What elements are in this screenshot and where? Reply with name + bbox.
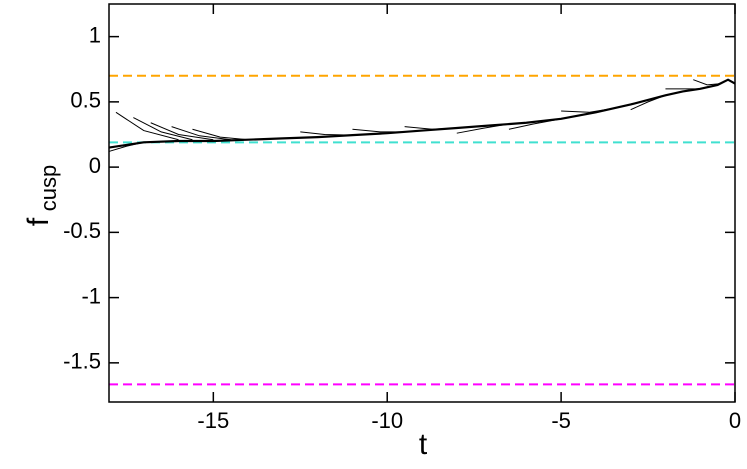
line bbox=[404, 126, 457, 130]
line bbox=[150, 122, 214, 141]
x-tick-label: 0 bbox=[729, 408, 741, 433]
line bbox=[456, 123, 510, 134]
line bbox=[108, 141, 144, 152]
line bbox=[171, 126, 231, 141]
line bbox=[192, 128, 249, 141]
line bbox=[508, 118, 562, 130]
line bbox=[561, 107, 614, 113]
x-tick-label: -15 bbox=[197, 408, 229, 433]
y-tick-label: -1.5 bbox=[63, 349, 101, 374]
y-tick-label: 1 bbox=[89, 22, 101, 47]
y-tick-label: 0 bbox=[89, 153, 101, 178]
line bbox=[115, 111, 179, 141]
line bbox=[133, 117, 193, 141]
y-tick-label: -0.5 bbox=[63, 218, 101, 243]
line bbox=[108, 78, 736, 149]
y-axis-label-main: f bbox=[22, 217, 55, 226]
line bbox=[300, 131, 353, 136]
line bbox=[352, 128, 409, 133]
x-tick-label: -5 bbox=[551, 408, 571, 433]
line bbox=[693, 79, 722, 86]
y-axis-label-sub: cusp bbox=[36, 165, 61, 211]
x-axis-label: t bbox=[419, 428, 428, 461]
y-tick-label: 0.5 bbox=[70, 88, 101, 113]
line bbox=[630, 94, 666, 111]
x-tick-label: -10 bbox=[371, 408, 403, 433]
y-axis-label: f cusp bbox=[22, 165, 61, 226]
y-tick-label: -1 bbox=[81, 283, 101, 308]
plot-frame bbox=[108, 3, 736, 403]
